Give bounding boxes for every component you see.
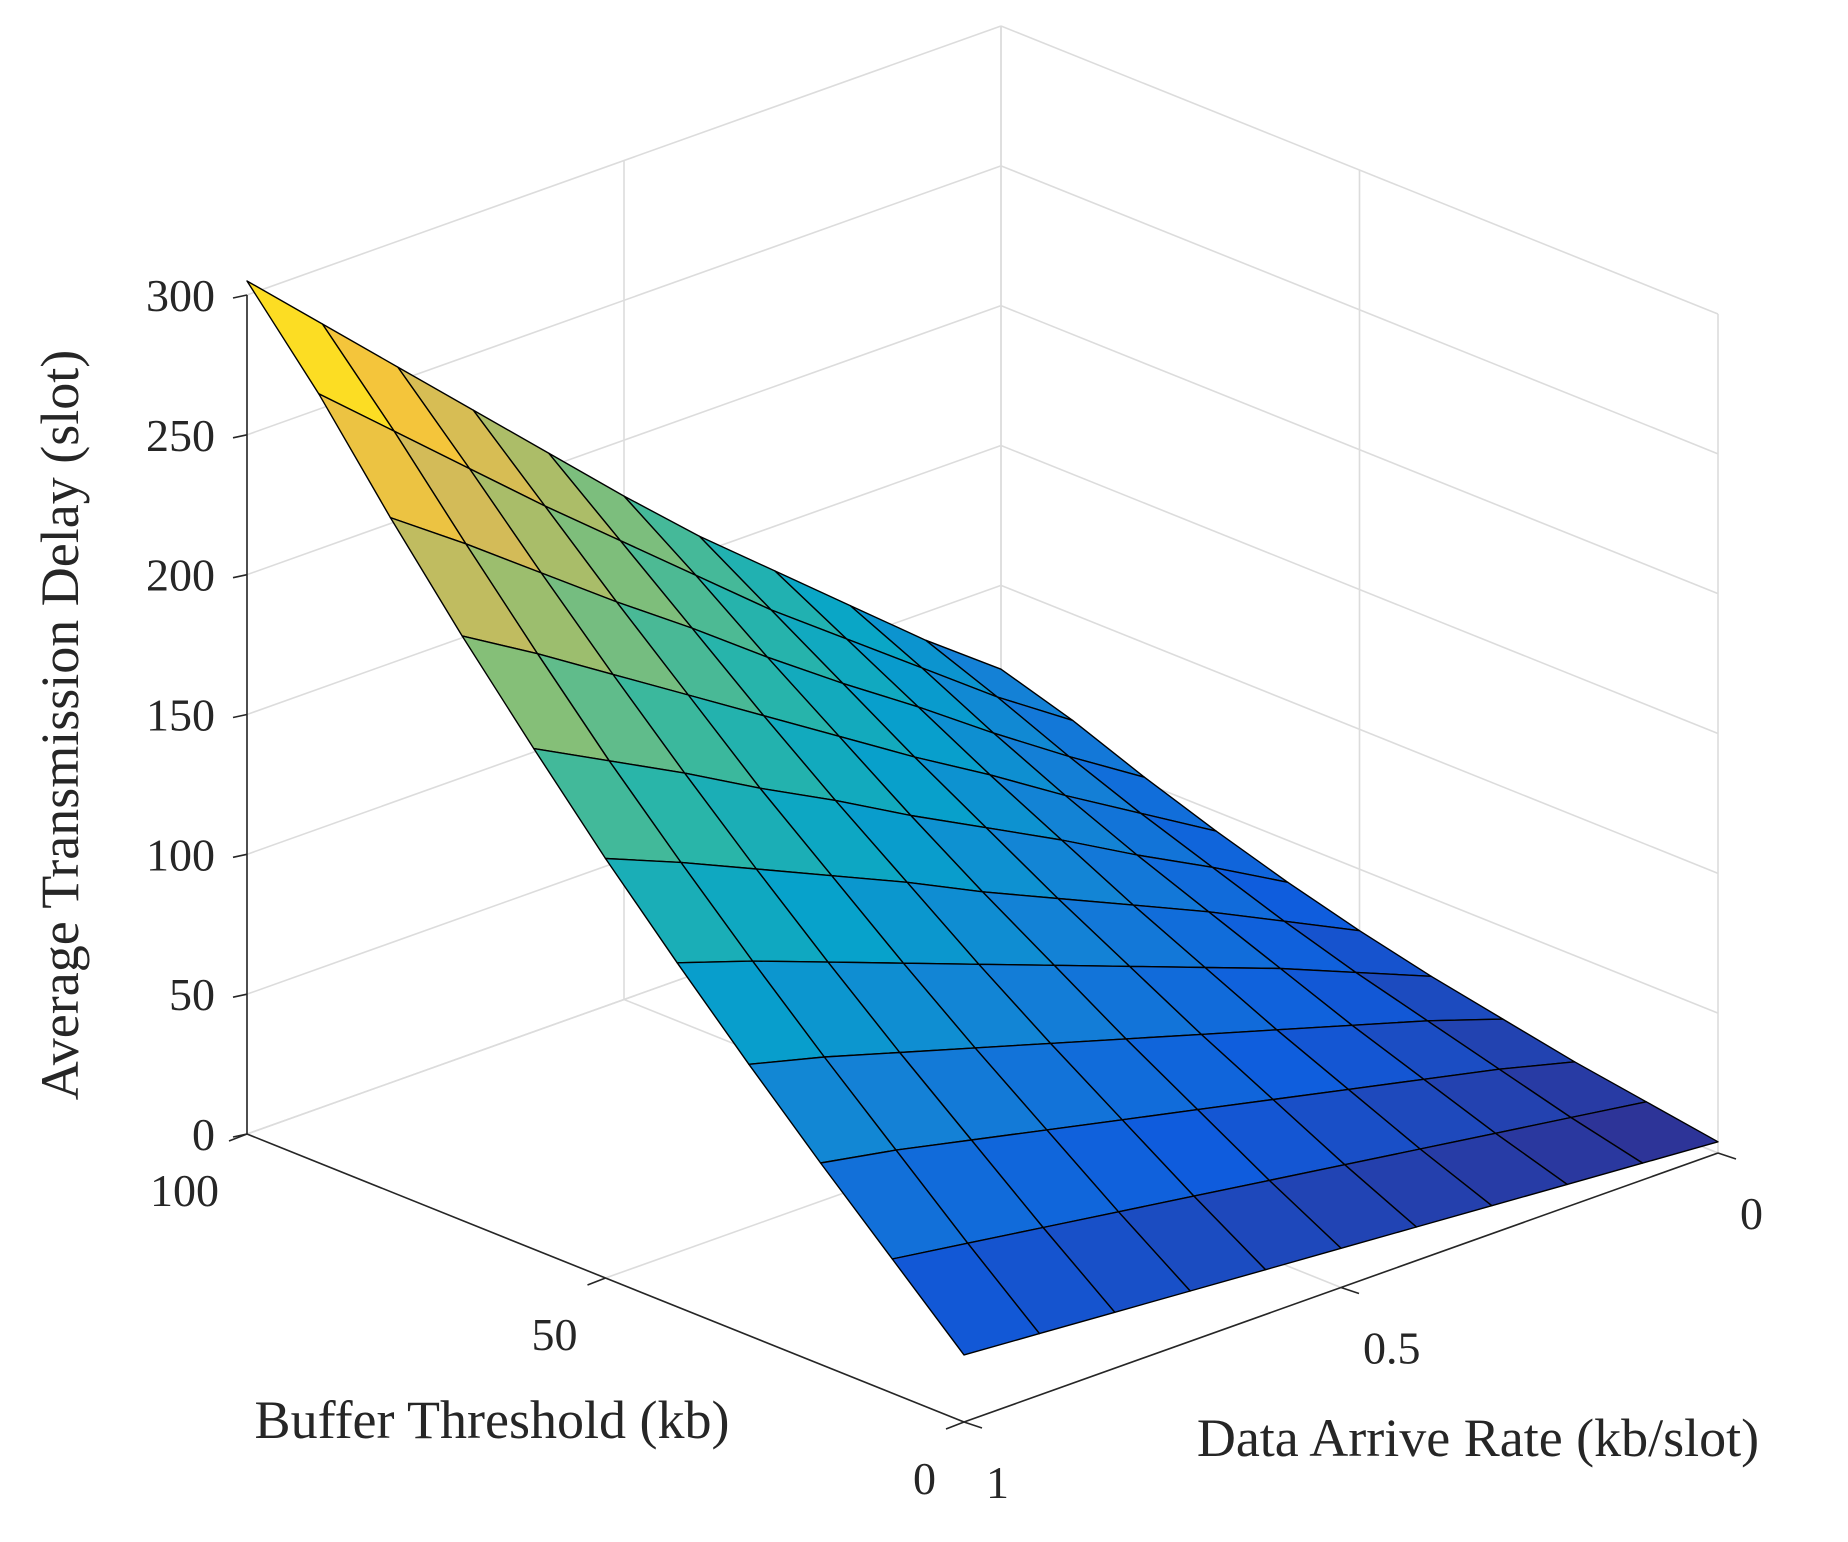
- z-tick-label: 150: [146, 690, 215, 741]
- x-tick-label: 50: [532, 1309, 578, 1360]
- axis-layer: [228, 294, 1737, 1430]
- z-tick: [232, 713, 248, 719]
- z-tick: [232, 853, 248, 859]
- surface-layer: [246, 280, 1719, 1356]
- z-tick-label: 200: [146, 550, 215, 601]
- z-tick-label: 100: [146, 829, 215, 880]
- y-axis-title: Data Arrive Rate (kb/slot): [1197, 1408, 1759, 1468]
- z-axis-title: Average Transmission Delay (slot): [30, 350, 90, 1100]
- surface-patch: [891, 1242, 1041, 1356]
- z-tick: [232, 434, 248, 439]
- y-tick-label: 0.5: [1363, 1323, 1421, 1374]
- z-tick: [232, 993, 248, 998]
- x-tick-label: 0: [913, 1453, 936, 1504]
- z-tick: [232, 573, 248, 579]
- x-tick: [587, 1277, 606, 1286]
- z-tick-label: 300: [146, 270, 215, 321]
- y-tick: [1717, 1152, 1737, 1160]
- z-tick: [232, 294, 248, 299]
- x-tick-label: 100: [150, 1165, 219, 1216]
- x-tick: [945, 1421, 965, 1430]
- y-tick: [1340, 1286, 1360, 1295]
- y-tick-label: 1: [986, 1457, 1009, 1508]
- y-tick-label: 0: [1740, 1188, 1763, 1239]
- z-tick-label: 0: [192, 1109, 215, 1160]
- y-tick: [963, 1421, 983, 1429]
- z-tick-label: 250: [146, 410, 215, 461]
- x-axis-title: Buffer Threshold (kb): [255, 1390, 730, 1450]
- x-tick: [228, 1133, 248, 1142]
- z-tick-label: 50: [169, 969, 215, 1020]
